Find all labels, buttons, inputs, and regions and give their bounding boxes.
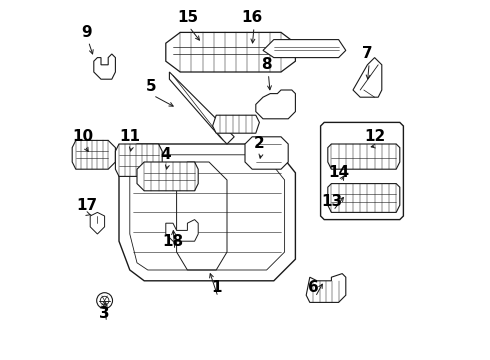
Polygon shape [90,212,104,234]
Text: 7: 7 [362,46,373,62]
Polygon shape [166,220,198,241]
Text: 13: 13 [321,194,342,209]
Polygon shape [119,144,295,281]
Polygon shape [256,90,295,119]
Polygon shape [320,122,403,220]
Text: 14: 14 [328,165,349,180]
Polygon shape [94,54,116,79]
Polygon shape [170,72,234,144]
Polygon shape [245,137,288,169]
Polygon shape [72,140,116,169]
Polygon shape [263,40,346,58]
Polygon shape [137,162,198,191]
Text: 12: 12 [364,129,385,144]
Text: 9: 9 [81,25,92,40]
Polygon shape [213,115,259,133]
Text: 15: 15 [177,10,198,26]
Text: 5: 5 [146,79,157,94]
Text: 10: 10 [73,129,94,144]
Text: 4: 4 [161,147,171,162]
Text: 6: 6 [308,280,319,296]
Text: 16: 16 [242,10,263,26]
Polygon shape [328,184,400,212]
Polygon shape [116,144,162,176]
Polygon shape [166,32,295,72]
Polygon shape [328,144,400,169]
Text: 17: 17 [76,198,97,213]
Text: 3: 3 [99,306,110,321]
Text: 2: 2 [254,136,265,152]
Polygon shape [353,58,382,97]
Text: 1: 1 [211,280,221,296]
Text: 18: 18 [163,234,184,249]
Text: 8: 8 [261,57,272,72]
Polygon shape [306,274,346,302]
Text: 11: 11 [119,129,140,144]
